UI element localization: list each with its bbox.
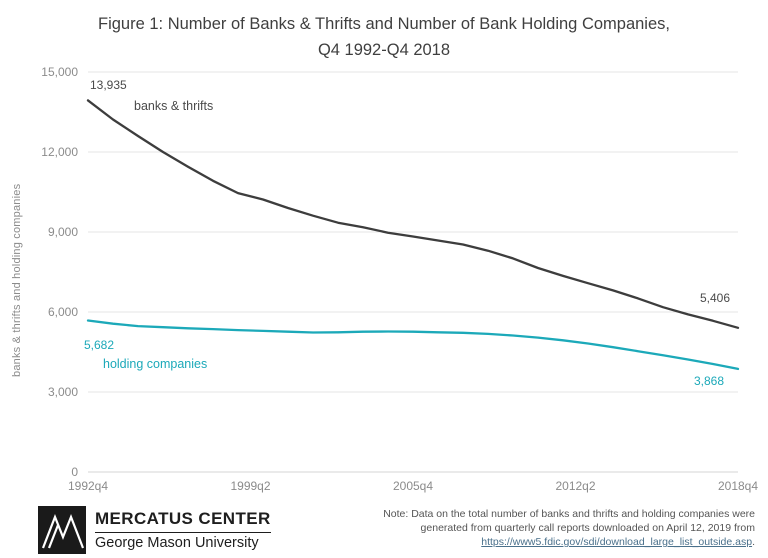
y-tick-label: 3,000: [48, 385, 78, 399]
note-line-1: Note: Data on the total number of banks …: [383, 508, 755, 520]
annotation-banks-start-value: 13,935: [90, 78, 127, 92]
note-suffix: .: [752, 536, 755, 549]
x-tick-label: 2012q2: [555, 479, 595, 493]
annotation-banks-series-label: banks & thrifts: [134, 99, 214, 113]
source-note: Note: Data on the total number of banks …: [335, 507, 755, 549]
series-line-holding-companies: [86, 319, 740, 371]
logo-university-name: George Mason University: [95, 535, 259, 551]
series-line-banks-thrifts: [86, 99, 740, 329]
y-tick-label: 6,000: [48, 305, 78, 319]
y-tick-label: 15,000: [41, 65, 78, 79]
x-tick-label: 2018q4: [718, 479, 758, 493]
x-tick-label: 1999q2: [230, 479, 270, 493]
logo-org-name: MERCATUS CENTER: [95, 509, 271, 528]
annotation-holding-series-label: holding companies: [103, 357, 208, 371]
fdic-data-link[interactable]: https://www5.fdic.gov/sdi/download_large…: [481, 536, 753, 549]
annotation-holding-start-value: 5,682: [84, 338, 115, 352]
note-line-2: generated from quarterly call reports do…: [420, 522, 755, 535]
logo-divider: [95, 532, 271, 533]
x-tick-label: 2005q4: [393, 479, 433, 493]
chart-title: Figure 1: Number of Banks & Thrifts and …: [98, 15, 670, 59]
mercatus-mountain-logo-icon: [38, 506, 86, 554]
y-tick-label: 12,000: [41, 145, 78, 159]
y-tick-label: 9,000: [48, 225, 78, 239]
mercatus-logo-text: MERCATUS CENTER George Mason University: [95, 509, 271, 551]
y-tick-label: 0: [71, 465, 78, 479]
annotation-banks-end-value: 5,406: [700, 291, 731, 305]
annotation-holding-end-value: 3,868: [694, 374, 725, 388]
x-tick-label: 1992q4: [68, 479, 108, 493]
mercatus-logo-block: MERCATUS CENTER George Mason University: [38, 506, 271, 554]
